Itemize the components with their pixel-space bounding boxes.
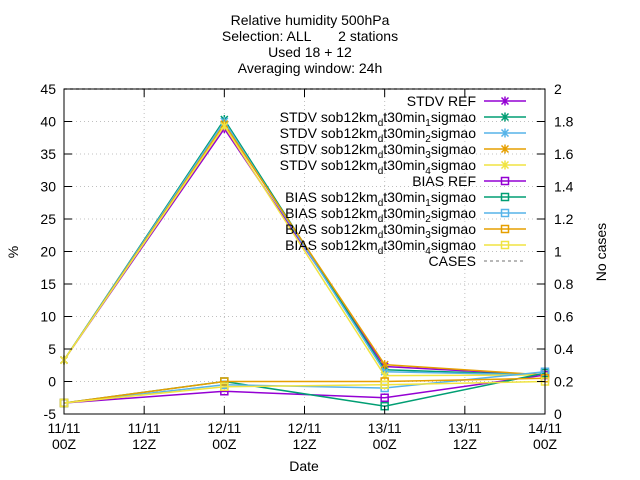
y-tick-label: 25	[40, 211, 56, 227]
y2-tick-label: 0.8	[554, 276, 574, 292]
series-bias-ref-point	[380, 393, 389, 402]
x-tick-label-hour: 00Z	[533, 436, 558, 452]
legend-swatch-point	[500, 160, 510, 170]
x-tick-label-hour: 00Z	[373, 436, 398, 452]
legend-stdv-sob12km-2: STDV sob12kmdt30min2sigmao	[280, 125, 526, 145]
legend-swatch-point	[500, 208, 510, 218]
legend-label: STDV sob12kmdt30min4sigmao	[280, 157, 477, 177]
legend-swatch-point	[500, 144, 510, 154]
y2-tick-label: 1	[554, 244, 562, 260]
series-bias-sob12km-3-line	[63, 377, 546, 404]
y2-tick-label: 0.6	[554, 309, 574, 325]
y2-tick-label: 1.2	[554, 211, 574, 227]
x-tick-label-day: 13/11	[368, 420, 402, 436]
y2-tick-label: 1.6	[554, 146, 574, 162]
y-tick-label: 5	[48, 341, 56, 357]
legend-bias-sob12km-3: BIAS sob12kmdt30min3sigmao	[285, 221, 526, 241]
y-tick-label: 45	[40, 81, 56, 97]
grid	[64, 89, 545, 414]
x-tick-label-day: 12/11	[288, 420, 322, 436]
y2-tick-label: 0.4	[554, 341, 574, 357]
y2-tick-label: 1.8	[554, 114, 574, 130]
series-stdv-sob12km-4-line	[63, 124, 546, 377]
y-tick-label: 40	[40, 114, 56, 130]
axes: -5 0 5 10 15 20 25 30 35 40 45 0 0.2 0.4 0.6 0.8 1 1.2 1.4…	[40, 81, 573, 452]
legend-label: STDV sob12kmdt30min2sigmao	[280, 125, 477, 145]
title-line-1: Relative humidity 500hPa	[230, 12, 390, 28]
legend-bias-sob12km-4: BIAS sob12kmdt30min4sigmao	[285, 237, 526, 257]
legend-label: BIAS REF	[412, 173, 476, 189]
y-tick-label: 0	[48, 374, 56, 390]
series-stdv-sob12km-4-point	[220, 121, 229, 131]
series-bias-sob12km-3-point	[220, 377, 229, 386]
legend-label: BIAS sob12kmdt30min4sigmao	[285, 237, 476, 257]
series-stdv-sob12km-3-point	[380, 360, 389, 370]
legend-label: STDV sob12kmdt30min3sigmao	[280, 141, 477, 161]
series-bias-sob12km-4-point	[220, 382, 229, 391]
y-tick-label: 10	[40, 309, 56, 325]
legend-swatch-point	[500, 224, 510, 234]
legend-bias-sob12km-1: BIAS sob12kmdt30min1sigmao	[285, 189, 526, 209]
series-bias-sob12km-4-line	[63, 380, 546, 404]
y-tick-label: 15	[40, 276, 56, 292]
y2-tick-label: 2	[554, 81, 562, 97]
y2-axis-label: No cases	[593, 223, 609, 281]
legend-swatch-point	[500, 192, 510, 202]
x-tick-label-day: 11/11	[48, 420, 81, 436]
legend-stdv-sob12km-4: STDV sob12kmdt30min4sigmao	[280, 157, 526, 177]
x-tick-label-hour: 12Z	[132, 436, 157, 452]
legend-swatch-point	[500, 96, 510, 106]
legend-bias-ref: BIAS REF	[412, 173, 526, 189]
x-tick-label-hour: 00Z	[212, 436, 237, 452]
y-tick-label: 20	[40, 244, 56, 260]
y-tick-label: 35	[40, 146, 56, 162]
x-axis-label: Date	[289, 458, 319, 474]
legend-label: STDV sob12kmdt30min1sigmao	[280, 109, 477, 129]
x-tick-label-hour: 12Z	[292, 436, 317, 452]
y-axis-label: %	[5, 246, 21, 258]
legend-label: CASES	[429, 253, 476, 269]
y2-tick-label: 0.2	[554, 374, 574, 390]
legend-swatch-point	[500, 112, 510, 122]
y2-tick-label: 0	[554, 406, 562, 422]
y-tick-label: -5	[44, 406, 57, 422]
legend-label: STDV REF	[407, 93, 476, 109]
x-tick-label-hour: 12Z	[453, 436, 478, 452]
x-tick-label-day: 11/11	[128, 420, 161, 436]
legend-stdv-sob12km-1: STDV sob12kmdt30min1sigmao	[280, 109, 526, 129]
series-bias-sob12km-4	[59, 377, 550, 408]
legend-cases: CASES	[429, 253, 526, 269]
legend-label: BIAS sob12kmdt30min1sigmao	[285, 189, 476, 209]
legend-swatch-point	[500, 176, 510, 186]
title-line-4: Averaging window: 24h	[237, 60, 383, 76]
legend-bias-sob12km-2: BIAS sob12kmdt30min2sigmao	[285, 205, 526, 225]
legend-stdv-ref: STDV REF	[407, 93, 526, 109]
x-tick-label-hour: 00Z	[52, 436, 77, 452]
legend-swatch-point	[500, 240, 510, 250]
y2-tick-label: 1.4	[554, 179, 574, 195]
title-line-3: Used 18 + 12	[268, 44, 352, 60]
legend-label: BIAS sob12kmdt30min2sigmao	[285, 205, 476, 225]
y-tick-label: 30	[40, 179, 56, 195]
legend-stdv-sob12km-3: STDV sob12kmdt30min3sigmao	[280, 141, 526, 161]
title-line-2: Selection: ALL 2 stations	[221, 28, 399, 44]
x-tick-label-day: 13/11	[448, 420, 482, 436]
x-tick-label-day: 14/11	[528, 420, 562, 436]
x-tick-label-day: 12/11	[207, 420, 241, 436]
legend-swatch-point	[500, 128, 510, 138]
series-bias-sob12km-4-point	[380, 380, 389, 389]
legend-label: BIAS sob12kmdt30min3sigmao	[285, 221, 476, 241]
